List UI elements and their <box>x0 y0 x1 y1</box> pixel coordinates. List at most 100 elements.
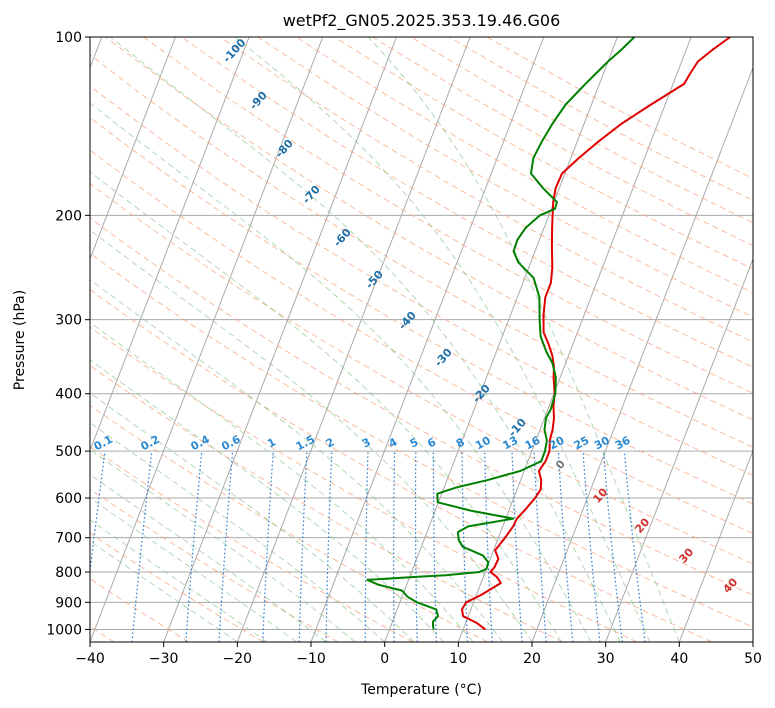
y-tick-label: 700 <box>55 531 82 547</box>
isotherm-line <box>384 37 618 642</box>
moist-adiabat-label: 20 <box>632 515 652 535</box>
moist-adiabat-line <box>90 497 297 642</box>
y-axis-title: Pressure (hPa) <box>12 290 28 390</box>
dry-adiabat-line <box>90 252 753 628</box>
mixing-ratio-line <box>298 451 308 642</box>
x-tick-label: 40 <box>670 651 688 667</box>
dry-adiabat-line <box>90 578 190 642</box>
x-axis-title: Temperature (°C) <box>360 682 482 698</box>
dry-adiabat-line <box>410 37 753 224</box>
dry-adiabat-line <box>181 37 753 368</box>
dry-adiabat-label: -20 <box>470 382 493 406</box>
dry-adiabat-label: -90 <box>247 89 270 113</box>
mixing-ratio-line <box>603 451 623 642</box>
dry-adiabat-line <box>90 364 563 642</box>
profile-series <box>366 37 731 631</box>
dry-adiabat-label: -40 <box>396 309 419 333</box>
chart-title: wetPf2_GN05.2025.353.19.46.G06 <box>283 11 561 31</box>
mixing-ratio-label: 2 <box>324 435 337 450</box>
x-tick-label: 50 <box>744 651 762 667</box>
y-tick-label: 1000 <box>46 622 82 638</box>
mixing-ratio-label: 36 <box>613 434 633 453</box>
mixing-ratio-label: 16 <box>523 434 543 453</box>
y-tick-label: 500 <box>55 444 82 460</box>
moist-adiabat-line <box>90 422 386 642</box>
mixing-ratio-line <box>582 451 601 642</box>
mixing-ratio-label: 0.6 <box>219 433 243 454</box>
isotherm-line <box>678 449 753 642</box>
mixing-ratio-line <box>557 451 574 642</box>
moist-adiabat-label: 40 <box>720 575 740 595</box>
mixing-ratio-label: 20 <box>547 434 567 453</box>
mixing-ratio-label: 1 <box>265 435 278 450</box>
y-tick-label: 600 <box>55 491 82 507</box>
x-tick-label: 10 <box>449 651 467 667</box>
mixing-ratio-label: 30 <box>592 434 612 453</box>
axes: −40 −30 −20 −10 0 10 20 30 40 5010020030040050060… <box>46 30 762 667</box>
moist-adiabat-line <box>90 321 474 642</box>
temperature-profile-line <box>461 37 731 631</box>
mixing-ratio-line <box>393 451 396 642</box>
mixing-ratio-line <box>415 451 418 642</box>
dry-adiabat-line <box>90 532 264 642</box>
isopleth-labels: 0.1 0.2 0.4 0.6 1 1.5 2 3 4 5 6 8 10 13 16 20 25 30 36-100… <box>92 36 741 596</box>
moist-adiabat-line <box>90 102 592 642</box>
moist-adiabat-line <box>90 473 327 642</box>
isotherm-line <box>90 37 176 261</box>
mixing-ratio-label: 10 <box>473 434 493 453</box>
moist-adiabat-line <box>90 392 415 642</box>
mixing-ratio-line <box>90 451 106 577</box>
mixing-ratio-label: 25 <box>572 434 592 453</box>
dry-adiabat-line <box>90 488 339 642</box>
x-tick-label: −10 <box>296 651 326 667</box>
isotherm-line <box>605 257 753 642</box>
mixing-ratio-label: 4 <box>387 435 400 450</box>
dry-adiabat-label: -70 <box>300 183 323 207</box>
y-tick-label: 400 <box>55 387 82 403</box>
dry-adiabat-line <box>90 217 753 596</box>
isotherm-line <box>531 66 753 642</box>
moist-adiabat-line <box>90 171 562 642</box>
x-tick-label: −30 <box>149 651 179 667</box>
dry-adiabat-line <box>90 116 753 505</box>
mixing-ratio-label: 1.5 <box>294 433 317 454</box>
dewpoint-profile-line <box>366 37 636 630</box>
y-tick-label: 900 <box>55 595 82 611</box>
dry-adiabat-line <box>90 85 753 476</box>
y-tick-label: 800 <box>55 565 82 581</box>
isotherm-line <box>457 37 692 642</box>
x-tick-label: 20 <box>523 651 541 667</box>
dry-adiabat-label: -60 <box>331 226 354 250</box>
mixing-ratio-line <box>432 451 437 642</box>
isotherm-line <box>90 37 250 452</box>
mixing-ratio-label: 13 <box>501 434 521 453</box>
isotherm-line <box>90 37 324 642</box>
dry-adiabat-line <box>486 37 753 180</box>
dry-adiabat-label: -30 <box>432 346 455 370</box>
x-tick-label: −40 <box>75 651 105 667</box>
dry-adiabat-line <box>90 445 414 642</box>
dry-adiabat-line <box>448 37 753 201</box>
y-tick-label: 300 <box>55 313 82 329</box>
dry-adiabat-line <box>105 37 753 421</box>
mixing-ratio-line <box>262 451 274 642</box>
mixing-ratio-line <box>185 451 203 642</box>
moist-adiabat-line <box>90 448 356 642</box>
isotherm-line <box>236 37 471 642</box>
moist-adiabat-line <box>367 37 680 642</box>
x-tick-label: −20 <box>223 651 253 667</box>
x-tick-label: 30 <box>597 651 615 667</box>
dry-adiabat-line <box>334 37 753 270</box>
moist-adiabat-label: 30 <box>676 545 696 565</box>
dry-adiabat-line <box>219 37 753 343</box>
mixing-ratio-label: 6 <box>425 435 438 450</box>
moist-adiabat-line <box>90 229 533 642</box>
mixing-ratio-label: 0.4 <box>189 433 213 454</box>
mixing-ratio-line <box>623 451 646 642</box>
isotherm-line <box>163 37 397 642</box>
dry-adiabat-line <box>90 404 488 642</box>
y-tick-label: 200 <box>55 208 82 224</box>
mixing-ratio-line <box>364 451 369 642</box>
x-tick-label: 0 <box>380 651 389 667</box>
